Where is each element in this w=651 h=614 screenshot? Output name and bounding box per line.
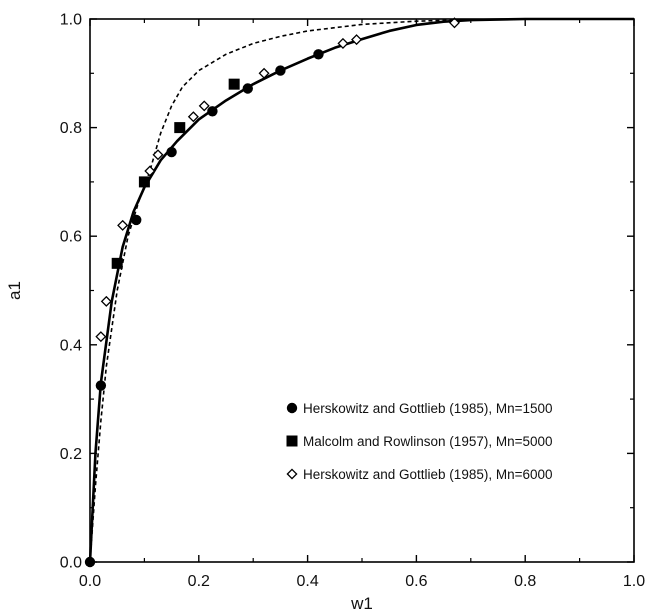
data-point-series-3 [187,111,199,123]
x-tick-label: 0.8 [514,573,536,590]
x-tick-label: 0.0 [79,573,101,590]
data-point-series-1 [313,49,324,60]
x-tick-label: 0.2 [188,573,210,590]
x-tick-label: 1.0 [623,573,645,590]
y-tick-label: 0.2 [60,446,82,463]
data-point-series-2 [111,257,123,269]
y-tick-label: 0.0 [60,555,82,572]
legend-marker-2 [286,435,298,447]
data-point-series-1 [242,83,253,94]
y-tick-label: 0.4 [60,337,82,354]
data-point-series-3 [258,67,270,79]
data-point-series-1 [95,380,107,391]
legend-entry-2: Malcolm and Rowlinson (1957), Mn=5000 [303,434,553,449]
x-tick-label: 0.6 [405,573,427,590]
x-axis-label: w1 [350,594,373,613]
data-point-series-3 [100,295,112,307]
y-axis-label: a1 [5,281,24,300]
data-point-series-3 [117,219,129,231]
data-point-series-2 [138,176,150,188]
data-points [84,17,460,568]
axis-ticks: 0.0 0.2 0.4 0.6 0.8 1.0 0.0 0.2 0.4 0.6 0.8 1.0 [60,12,645,591]
data-point-series-3 [95,331,107,343]
data-point-series-3 [198,100,210,112]
y-tick-label: 0.6 [60,229,82,246]
data-point-series-3 [448,17,460,29]
legend-marker-3 [286,468,298,480]
legend: Herskowitz and Gottlieb (1985), Mn=1500 M… [286,401,553,482]
data-point-series-2 [228,78,240,90]
legend-marker-1 [286,402,298,414]
data-point-series-3 [144,165,156,177]
x-tick-label: 0.4 [296,573,318,590]
data-point-series-1 [131,214,142,226]
data-point-series-3 [351,34,363,46]
data-point-series-1 [207,106,218,117]
data-point-series-3 [337,37,349,49]
data-point-series-2 [174,122,186,134]
data-point-series-3 [152,149,164,161]
data-point-series-1 [166,146,177,158]
y-tick-label: 1.0 [60,12,82,29]
legend-entry-3: Herskowitz and Gottlieb (1985), Mn=6000 [303,467,553,482]
y-tick-label: 0.8 [60,120,82,137]
legend-entry-1: Herskowitz and Gottlieb (1985), Mn=1500 [303,401,553,416]
data-point-series-1 [275,65,286,76]
